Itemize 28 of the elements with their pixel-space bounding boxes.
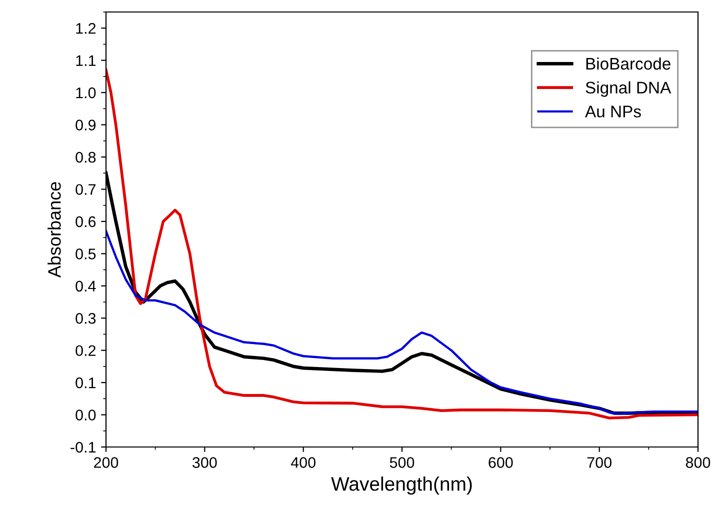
y-tick-label: 0.5: [76, 248, 96, 260]
x-tick-label: 700: [587, 457, 612, 468]
legend-label: Signal DNA: [586, 81, 672, 97]
y-axis-title: Absorbance: [48, 182, 61, 278]
y-tick-label: 0.0: [76, 410, 96, 420]
x-tick-label: 800: [686, 457, 710, 468]
y-tick-label: -0.1: [70, 442, 96, 453]
y-tick-label: 0.3: [76, 312, 96, 324]
line-series: [106, 230, 698, 415]
x-tick-label: 400: [290, 457, 316, 468]
line-series: [106, 68, 698, 420]
x-tick-label: 600: [488, 457, 513, 468]
y-tick-label: 0.8: [76, 152, 96, 163]
x-axis-title: Wavelength(nm): [331, 476, 472, 495]
y-tick-label: 1.2: [76, 22, 96, 34]
y-tick-label: 0.1: [76, 377, 96, 388]
y-tick-label: 1.0: [76, 87, 96, 98]
legend-label: BioBarcode: [586, 57, 670, 70]
y-tick-label: 1.1: [76, 55, 96, 66]
y-tick-label: 0.2: [76, 345, 96, 356]
y-tick-label: 0.6: [76, 216, 96, 228]
x-tick-label: 200: [94, 457, 118, 468]
x-tick-label: 500: [390, 457, 414, 468]
y-tick-label: 0.7: [76, 184, 96, 195]
x-tick-label: 300: [192, 457, 217, 468]
y-tick-label: 0.9: [76, 120, 96, 130]
legend-label: Au NPs: [585, 106, 641, 118]
y-tick-label: 0.4: [76, 280, 96, 292]
